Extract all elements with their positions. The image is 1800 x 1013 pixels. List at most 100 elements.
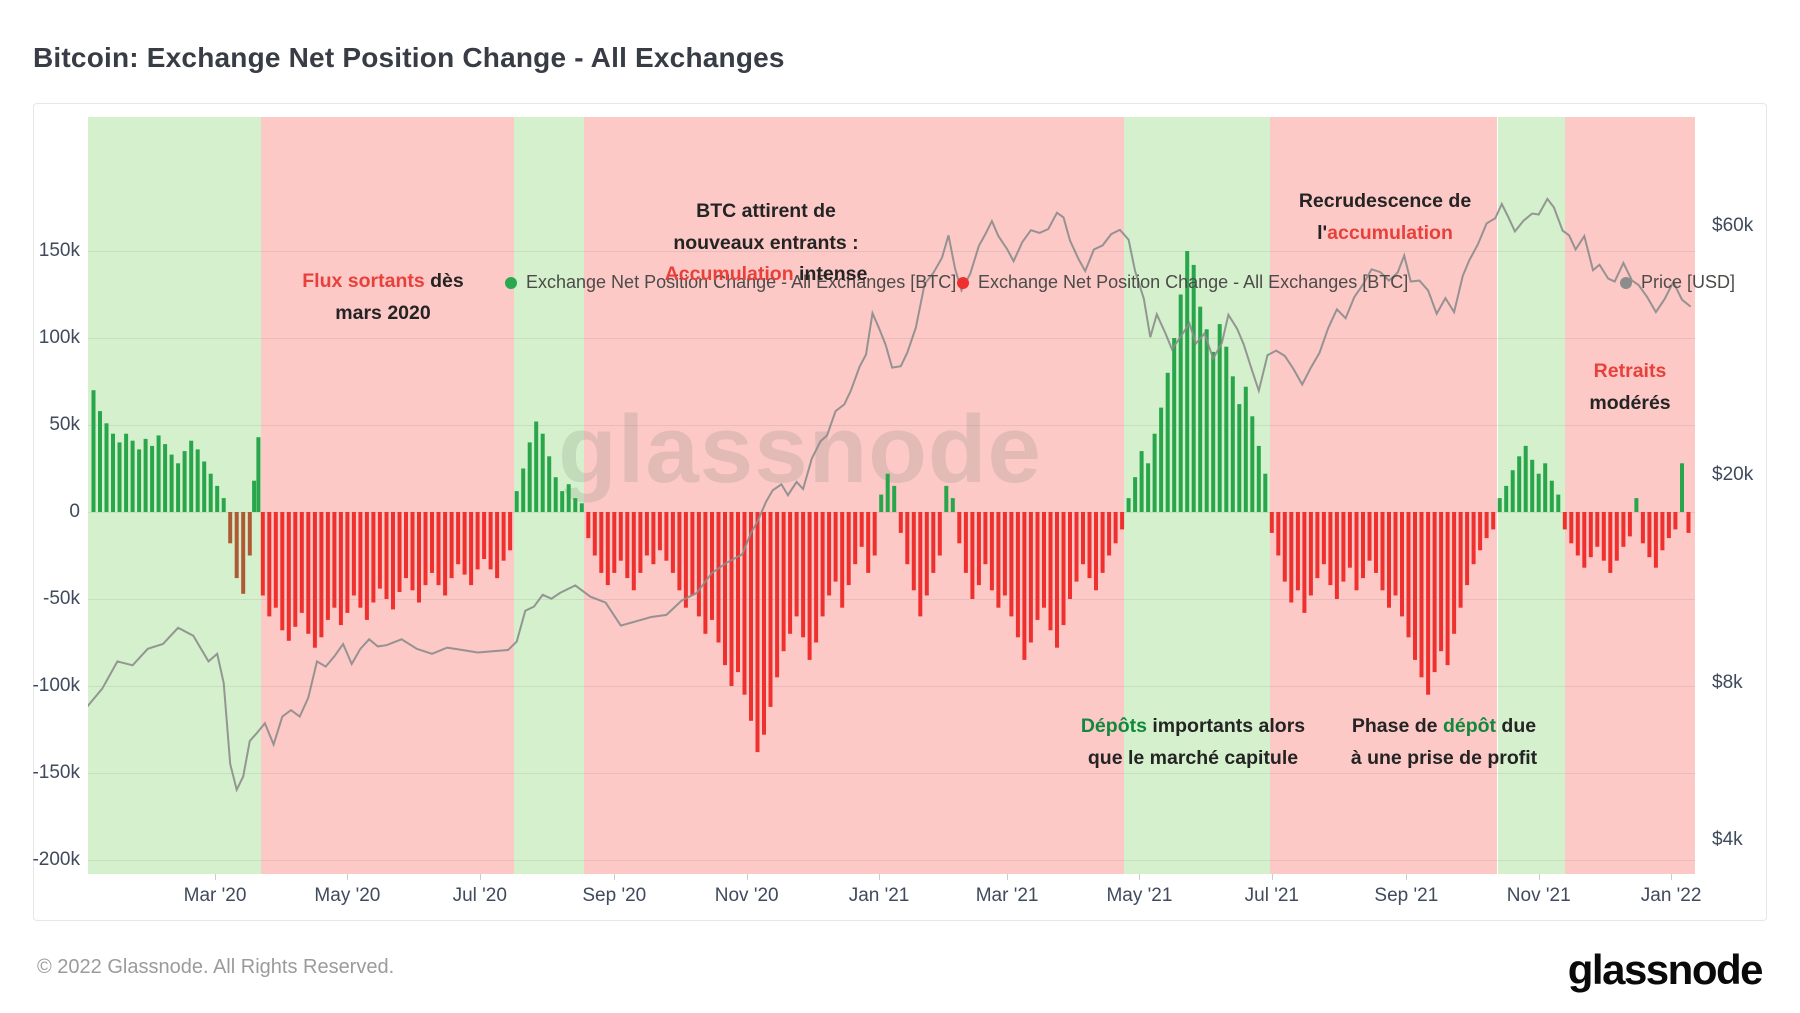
bar: [1686, 512, 1691, 533]
bar: [937, 512, 942, 556]
regime-band-green: [88, 117, 261, 874]
bar: [807, 512, 812, 660]
annotation-text: BTC attirent de: [696, 200, 836, 222]
bar: [208, 473, 213, 512]
bar: [256, 437, 261, 512]
bar: [540, 433, 545, 512]
bar: [488, 512, 493, 570]
bar: [1139, 451, 1144, 512]
bar: [677, 512, 682, 591]
bar: [1497, 498, 1502, 512]
bar: [410, 512, 415, 591]
bar: [996, 512, 1001, 608]
regime-band-red: [583, 117, 1125, 874]
bar: [1380, 512, 1385, 591]
annotation-line: Flux sortants dès: [302, 266, 463, 298]
bar: [1680, 463, 1684, 512]
bar: [1172, 338, 1177, 512]
bar: [98, 411, 102, 512]
bar: [1361, 512, 1365, 579]
x-axis-tick: [1271, 874, 1273, 880]
bar: [202, 461, 207, 512]
legend-label: Exchange Net Position Change - All Excha…: [978, 272, 1409, 292]
bar: [820, 512, 825, 617]
x-axis-tick: [614, 874, 616, 880]
bar: [762, 512, 766, 735]
bar: [1107, 512, 1112, 556]
bar: [1419, 512, 1424, 678]
x-axis-label: Jan '22: [1640, 885, 1702, 906]
annotation: BTC attirent de nouveaux entrants : Accumu…: [665, 196, 868, 291]
bar: [1165, 372, 1170, 512]
bar: [801, 512, 806, 638]
bar: [495, 512, 500, 579]
bar: [1061, 512, 1066, 626]
bar: [117, 442, 122, 512]
bar: [644, 512, 649, 556]
bar: [963, 512, 968, 573]
bar: [156, 435, 161, 512]
annotation-text: mars 2020: [335, 301, 431, 324]
annotation-text: dès: [424, 270, 464, 292]
bar: [950, 498, 955, 512]
bar: [944, 485, 949, 512]
x-axis-tick: [347, 874, 349, 880]
bar: [475, 512, 480, 570]
bar: [1601, 512, 1606, 561]
legend-dot-icon: [957, 276, 969, 289]
bar: [286, 512, 291, 641]
bar: [1367, 512, 1372, 561]
x-axis-label: May '21: [1106, 885, 1173, 906]
bar: [228, 512, 233, 544]
bar: [859, 512, 864, 547]
bar: [1608, 512, 1613, 573]
bar: [1120, 512, 1125, 530]
bar: [449, 512, 454, 579]
bar: [1634, 498, 1639, 512]
gridline: [88, 251, 1695, 252]
bar: [534, 421, 539, 512]
x-axis-tick: [1139, 874, 1141, 880]
x-axis-tick: [1007, 874, 1009, 880]
bar: [1445, 512, 1450, 666]
x-axis-label: Sep '21: [1374, 885, 1439, 906]
bar: [364, 512, 369, 620]
annotation-line: Dépôts importants alors: [1081, 711, 1305, 743]
bar: [1413, 512, 1417, 660]
legend-item: Price [USD]: [1620, 272, 1735, 293]
bar: [924, 512, 929, 596]
bar: [1094, 512, 1098, 591]
bar: [215, 485, 220, 512]
bar: [1640, 512, 1645, 544]
bar: [1562, 512, 1567, 530]
bar: [312, 512, 317, 648]
annotation: Flux sortants dès mars 2020: [302, 266, 463, 329]
price-axis-label: $8k: [1712, 671, 1743, 693]
bar: [866, 512, 871, 573]
bar: [1015, 512, 1020, 638]
bar: [1230, 376, 1235, 512]
bar: [768, 512, 773, 707]
annotation-text: Dépôts: [1080, 715, 1147, 737]
bar: [1393, 512, 1398, 596]
annotation-text: Flux sortants: [302, 270, 425, 292]
annotation-line: que le marché capitule: [1081, 743, 1305, 775]
bar: [1191, 264, 1196, 512]
bar: [788, 512, 793, 634]
bar: [377, 512, 382, 589]
bar: [957, 512, 962, 544]
bar: [1035, 512, 1040, 620]
annotation-line: Phase de dépôt due: [1351, 711, 1537, 743]
annotation: Retraits modérés: [1589, 356, 1670, 419]
bar: [898, 512, 903, 533]
price-axis-label: $4k: [1712, 829, 1743, 851]
bar: [775, 512, 780, 678]
annotation-text: Retraits: [1593, 360, 1667, 382]
bar: [1347, 512, 1352, 568]
bar: [1302, 512, 1307, 613]
bar: [560, 491, 565, 512]
x-axis-label: Mar '20: [183, 885, 247, 906]
bar: [1354, 512, 1359, 591]
bar: [683, 512, 688, 608]
